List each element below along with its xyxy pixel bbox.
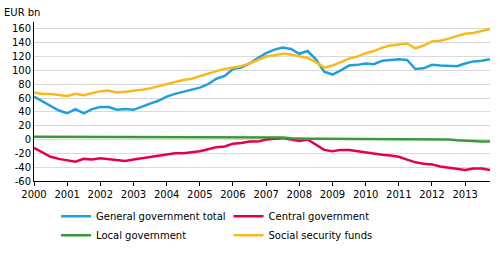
svg-text:2011: 2011 — [386, 189, 411, 200]
svg-text:20: 20 — [18, 120, 31, 131]
svg-text:2002: 2002 — [88, 189, 113, 200]
svg-text:-20: -20 — [15, 148, 31, 159]
svg-text:2012: 2012 — [419, 189, 444, 200]
svg-text:2010: 2010 — [353, 189, 378, 200]
svg-text:2001: 2001 — [54, 189, 79, 200]
svg-text:Local government: Local government — [96, 230, 186, 241]
svg-text:140: 140 — [12, 37, 31, 48]
svg-text:2005: 2005 — [187, 189, 212, 200]
svg-text:General government total: General government total — [96, 211, 226, 222]
svg-text:2013: 2013 — [452, 189, 477, 200]
svg-text:160: 160 — [12, 23, 31, 34]
svg-text:2004: 2004 — [154, 189, 179, 200]
svg-text:2009: 2009 — [320, 189, 345, 200]
svg-text:2000: 2000 — [21, 189, 46, 200]
svg-text:2003: 2003 — [121, 189, 146, 200]
svg-text:-60: -60 — [15, 176, 31, 187]
svg-text:Central government: Central government — [269, 211, 370, 222]
svg-text:-40: -40 — [15, 162, 31, 173]
svg-text:40: 40 — [18, 106, 31, 117]
svg-text:2006: 2006 — [220, 189, 245, 200]
svg-text:80: 80 — [18, 79, 31, 90]
svg-text:2008: 2008 — [287, 189, 312, 200]
svg-text:60: 60 — [18, 93, 31, 104]
svg-text:120: 120 — [12, 51, 31, 62]
svg-text:100: 100 — [12, 65, 31, 76]
svg-text:Social security funds: Social security funds — [269, 230, 373, 241]
svg-text:2007: 2007 — [253, 189, 278, 200]
svg-text:0: 0 — [25, 134, 31, 145]
svg-text:EUR bn: EUR bn — [4, 7, 40, 18]
